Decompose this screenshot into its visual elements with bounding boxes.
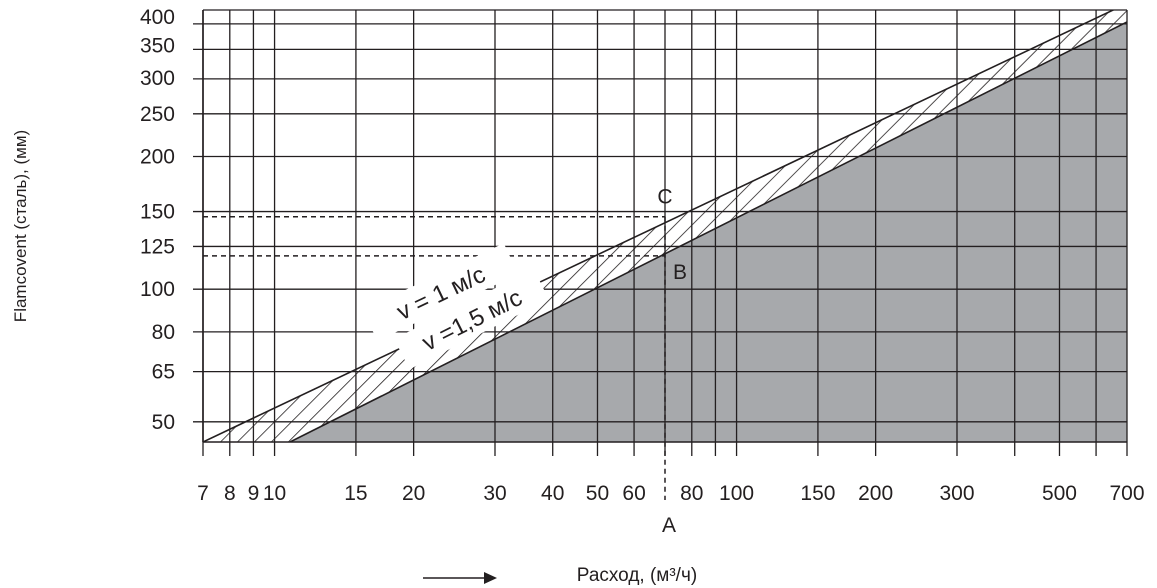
x-tick-label: 200 xyxy=(858,482,893,505)
x-tick-label: 40 xyxy=(541,482,564,505)
y-tick-label: 200 xyxy=(140,146,175,169)
x-tick-label: 8 xyxy=(224,482,236,505)
y-tick-label: 100 xyxy=(140,278,175,301)
x-tick-label: 80 xyxy=(680,482,703,505)
x-tick-label: 50 xyxy=(586,482,609,505)
y-tick-label: 65 xyxy=(152,361,175,384)
x-tick-label: 15 xyxy=(344,482,367,505)
y-tick-label: 125 xyxy=(140,235,175,258)
series-label-v1-bg xyxy=(362,243,519,341)
x-tick-label: 500 xyxy=(1042,482,1077,505)
x-tick-label: 9 xyxy=(248,482,260,505)
point-a-label: A xyxy=(662,514,676,537)
x-axis-title: Расход, (м³/ч) xyxy=(577,565,697,586)
x-tick-label: 100 xyxy=(719,482,754,505)
y-tick-label: 80 xyxy=(152,321,175,344)
y-tick-label: 400 xyxy=(140,6,175,29)
point-c-label: C xyxy=(657,186,672,209)
y-tick-label: 300 xyxy=(140,67,175,90)
x-tick-label: 30 xyxy=(483,482,506,505)
series-line-v15 xyxy=(289,21,1127,442)
y-axis-title: Flamcovent (сталь), (мм) xyxy=(11,130,30,322)
y-tick-label: 50 xyxy=(152,411,175,434)
x-tick-label: 7 xyxy=(197,482,209,505)
x-axis-arrow-head xyxy=(484,572,497,584)
y-tick-label: 250 xyxy=(140,103,175,126)
y-tick-label: 350 xyxy=(140,34,175,57)
x-tick-label: 10 xyxy=(263,482,286,505)
point-b-label: B xyxy=(673,261,687,284)
x-tick-label: 300 xyxy=(939,482,974,505)
x-tick-label: 150 xyxy=(800,482,835,505)
x-tick-label: 60 xyxy=(622,482,645,505)
x-tick-label: 700 xyxy=(1109,482,1144,505)
series-label-v15-bg xyxy=(394,268,549,370)
y-tick-label: 150 xyxy=(140,201,175,224)
x-tick-label: 20 xyxy=(402,482,425,505)
series-line-v1 xyxy=(203,10,1116,442)
